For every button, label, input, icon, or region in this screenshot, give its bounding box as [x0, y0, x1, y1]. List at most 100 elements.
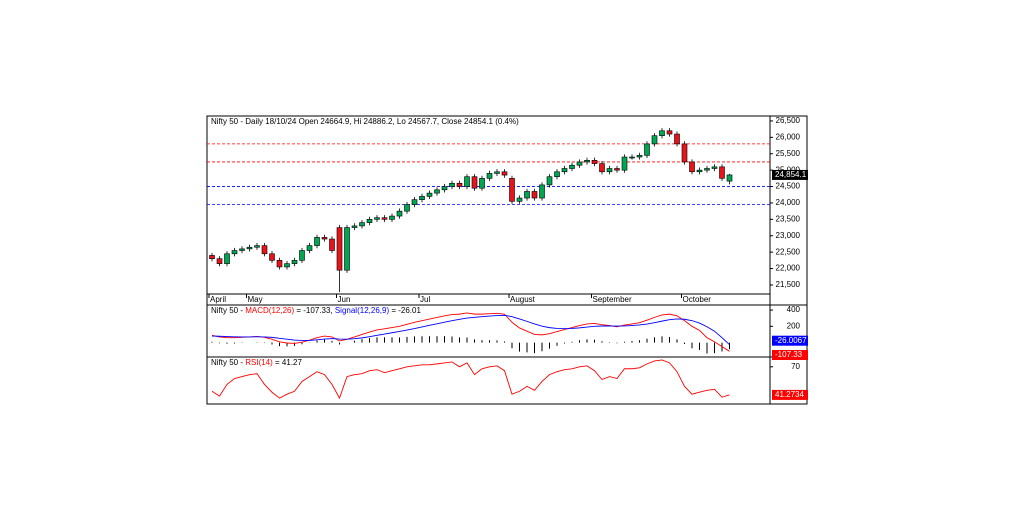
- candle-body: [494, 171, 500, 174]
- y-tick-label: 26,000: [776, 132, 801, 141]
- candle-body: [644, 143, 650, 156]
- candle-body: [209, 255, 215, 260]
- y-tick-label: 23,500: [776, 214, 801, 223]
- candle-body: [621, 156, 628, 171]
- series-line: [211, 312, 730, 352]
- x-tick-label: September: [593, 295, 632, 304]
- y-tick-label: 400: [787, 305, 801, 314]
- legend-text: = -26.01: [389, 306, 421, 315]
- candle-body: [456, 182, 463, 187]
- value-box-label: -26.0067: [775, 336, 807, 345]
- x-tick-label: October: [683, 295, 712, 304]
- candle-body: [231, 250, 238, 255]
- candle-body: [599, 163, 605, 173]
- candle-body: [246, 246, 253, 250]
- y-tick-label: 22,000: [776, 264, 801, 273]
- candle-body: [404, 204, 410, 212]
- value-box: [772, 389, 808, 400]
- candle-body: [321, 237, 328, 240]
- candle-body: [471, 176, 478, 189]
- candle-body: [434, 189, 440, 194]
- candle-body: [216, 258, 223, 264]
- legend-text: = -107.33,: [294, 306, 335, 315]
- candle-body: [359, 222, 365, 227]
- candle-body: [614, 168, 620, 171]
- candle-body: [704, 168, 710, 171]
- candle-body: [576, 161, 583, 166]
- legend-text: MACD(12,26): [245, 306, 294, 315]
- candle-body: [689, 161, 695, 173]
- candle-body: [516, 197, 523, 202]
- last-price-label: 24,854.1: [775, 170, 807, 179]
- x-tick-label: Jun: [338, 295, 351, 304]
- y-tick-label: 200: [787, 321, 801, 330]
- candle-body: [531, 191, 538, 199]
- chart-title: Nifty 50 - Daily 18/10/24 Open 24664.9, …: [211, 117, 519, 126]
- candle-body: [441, 186, 448, 191]
- candle-body: [539, 184, 545, 199]
- candle-body: [659, 130, 665, 136]
- legend-text: Signal(12,26,9): [335, 306, 390, 315]
- candle-body: [726, 174, 733, 182]
- candle-body: [291, 260, 298, 264]
- value-box: [772, 335, 808, 346]
- candle-body: [509, 178, 515, 202]
- candle-body: [351, 225, 358, 228]
- candle-body: [681, 143, 688, 163]
- panel-title: Nifty 50 - MACD(12,26) = -107.33, Signal…: [211, 306, 421, 315]
- candle-body: [306, 245, 313, 251]
- x-tick-label: August: [510, 295, 536, 304]
- candle-body: [389, 215, 395, 220]
- panel-title: Nifty 50 - RSI(14) = 41.27: [211, 358, 302, 367]
- candle-body: [591, 160, 598, 164]
- candle-body: [276, 260, 283, 268]
- candle-body: [584, 160, 590, 163]
- candle-body: [381, 217, 388, 220]
- candle-body: [314, 237, 320, 246]
- y-tick-label: 22,500: [776, 247, 801, 256]
- candle-body: [501, 171, 508, 176]
- candle-body: [561, 168, 568, 173]
- value-box-label: 41.2734: [775, 390, 804, 399]
- candle-body: [366, 219, 373, 223]
- x-tick-label: May: [248, 295, 263, 304]
- legend-text: Nifty 50 -: [211, 306, 245, 315]
- candle-body: [239, 248, 245, 251]
- candle-body: [636, 155, 643, 158]
- candle-body: [479, 178, 485, 189]
- y-tick-label: 24,000: [776, 198, 801, 207]
- y-tick-label: 24,500: [776, 182, 801, 191]
- x-tick-label: Jul: [420, 295, 430, 304]
- candle-body: [224, 253, 230, 264]
- value-box-label: -107.33: [775, 350, 803, 359]
- candle-body: [261, 245, 268, 255]
- frame: [206, 115, 808, 405]
- y-tick-label: 23,000: [776, 231, 801, 240]
- legend-text: = 41.27: [273, 358, 303, 367]
- y-tick-label: 25,000: [776, 165, 801, 174]
- candle-body: [419, 196, 425, 200]
- series-line: [211, 314, 730, 346]
- candle-body: [344, 227, 350, 271]
- candle-body: [396, 210, 403, 217]
- candle-body: [674, 133, 680, 145]
- candle-body: [569, 164, 575, 169]
- y-tick-label: 70: [791, 362, 800, 371]
- candle-body: [666, 130, 673, 135]
- candle-body: [606, 168, 613, 173]
- candle-body: [449, 182, 455, 187]
- candle-body: [629, 156, 635, 159]
- last-price-box: [772, 169, 808, 180]
- legend-text: RSI(14): [245, 358, 273, 367]
- candle-body: [284, 263, 290, 268]
- candle-body: [254, 245, 260, 248]
- y-tick-label: 25,500: [776, 149, 801, 158]
- candle-body: [374, 217, 380, 220]
- series-line: [211, 359, 730, 400]
- candle-body: [719, 166, 725, 179]
- candle-body: [329, 238, 335, 251]
- candle-body: [464, 176, 470, 187]
- candle-body: [426, 192, 433, 197]
- x-tick-label: April: [210, 295, 226, 304]
